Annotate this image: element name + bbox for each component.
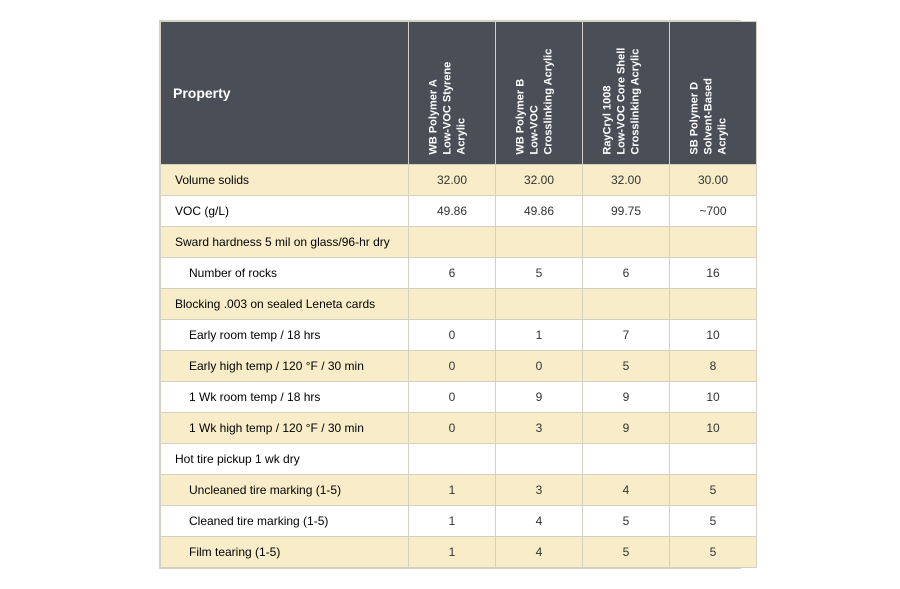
row-label: Sward hardness 5 mil on glass/96-hr dry	[161, 227, 409, 258]
cell-value: 5	[670, 475, 757, 506]
cell-value	[409, 227, 496, 258]
cell-value	[409, 444, 496, 475]
row-label: Hot tire pickup 1 wk dry	[161, 444, 409, 475]
cell-value: 1	[496, 320, 583, 351]
cell-value: ~700	[670, 196, 757, 227]
cell-value	[409, 289, 496, 320]
cell-value: 6	[583, 258, 670, 289]
cell-value: 30.00	[670, 165, 757, 196]
table-row: Uncleaned tire marking (1-5)1345	[161, 475, 757, 506]
cell-value: 32.00	[583, 165, 670, 196]
table-row: Sward hardness 5 mil on glass/96-hr dry	[161, 227, 757, 258]
cell-value	[583, 289, 670, 320]
cell-value: 0	[409, 351, 496, 382]
cell-value: 1	[409, 506, 496, 537]
cell-value: 1	[409, 537, 496, 568]
cell-value: 5	[670, 537, 757, 568]
row-label: 1 Wk room temp / 18 hrs	[161, 382, 409, 413]
table-row: 1 Wk room temp / 18 hrs09910	[161, 382, 757, 413]
table-body: Volume solids32.0032.0032.0030.00VOC (g/…	[161, 165, 757, 568]
cell-value: 4	[496, 506, 583, 537]
data-table: Property WB Polymer A Low-VOC Styrene Ac…	[159, 20, 741, 569]
cell-value: 32.00	[496, 165, 583, 196]
cell-value	[496, 444, 583, 475]
cell-value: 10	[670, 413, 757, 444]
row-label: Early room temp / 18 hrs	[161, 320, 409, 351]
cell-value: 10	[670, 382, 757, 413]
row-label: Uncleaned tire marking (1-5)	[161, 475, 409, 506]
cell-value: 9	[583, 382, 670, 413]
cell-value: 6	[409, 258, 496, 289]
cell-value: 49.86	[496, 196, 583, 227]
col-header-2: RayCryl 1008 Low-VOC Core Shell Crosslin…	[583, 22, 670, 165]
table-row: Cleaned tire marking (1-5)1455	[161, 506, 757, 537]
cell-value: 3	[496, 475, 583, 506]
table-row: Early high temp / 120 °F / 30 min0058	[161, 351, 757, 382]
cell-value: 0	[496, 351, 583, 382]
property-header: Property	[161, 22, 409, 165]
row-label: Film tearing (1-5)	[161, 537, 409, 568]
table-row: Early room temp / 18 hrs01710	[161, 320, 757, 351]
cell-value	[670, 289, 757, 320]
cell-value: 8	[670, 351, 757, 382]
properties-table: Property WB Polymer A Low-VOC Styrene Ac…	[160, 21, 757, 568]
cell-value: 16	[670, 258, 757, 289]
row-label: Volume solids	[161, 165, 409, 196]
table-row: Film tearing (1-5)1455	[161, 537, 757, 568]
cell-value	[583, 227, 670, 258]
cell-value	[670, 444, 757, 475]
cell-value: 5	[583, 537, 670, 568]
cell-value	[670, 227, 757, 258]
table-row: Volume solids32.0032.0032.0030.00	[161, 165, 757, 196]
row-label: Number of rocks	[161, 258, 409, 289]
table-row: Number of rocks65616	[161, 258, 757, 289]
row-label: 1 Wk high temp / 120 °F / 30 min	[161, 413, 409, 444]
cell-value: 5	[670, 506, 757, 537]
cell-value: 10	[670, 320, 757, 351]
cell-value: 5	[583, 506, 670, 537]
table-row: Hot tire pickup 1 wk dry	[161, 444, 757, 475]
header-row: Property WB Polymer A Low-VOC Styrene Ac…	[161, 22, 757, 165]
cell-value: 1	[409, 475, 496, 506]
cell-value: 0	[409, 413, 496, 444]
cell-value: 5	[496, 258, 583, 289]
col-header-3: SB Polymer D Solvent-Based Acrylic	[670, 22, 757, 165]
row-label: VOC (g/L)	[161, 196, 409, 227]
cell-value: 3	[496, 413, 583, 444]
cell-value: 7	[583, 320, 670, 351]
cell-value: 4	[496, 537, 583, 568]
cell-value: 99.75	[583, 196, 670, 227]
cell-value	[496, 227, 583, 258]
cell-value: 9	[496, 382, 583, 413]
cell-value: 9	[583, 413, 670, 444]
col-header-1: WB Polymer B Low-VOC Crosslinking Acryli…	[496, 22, 583, 165]
row-label: Cleaned tire marking (1-5)	[161, 506, 409, 537]
row-label: Early high temp / 120 °F / 30 min	[161, 351, 409, 382]
cell-value: 5	[583, 351, 670, 382]
table-row: Blocking .003 on sealed Leneta cards	[161, 289, 757, 320]
table-row: 1 Wk high temp / 120 °F / 30 min03910	[161, 413, 757, 444]
cell-value: 0	[409, 320, 496, 351]
table-row: VOC (g/L)49.8649.8699.75~700	[161, 196, 757, 227]
cell-value	[496, 289, 583, 320]
cell-value: 49.86	[409, 196, 496, 227]
cell-value	[583, 444, 670, 475]
row-label: Blocking .003 on sealed Leneta cards	[161, 289, 409, 320]
col-header-0: WB Polymer A Low-VOC Styrene Acrylic	[409, 22, 496, 165]
cell-value: 0	[409, 382, 496, 413]
cell-value: 4	[583, 475, 670, 506]
cell-value: 32.00	[409, 165, 496, 196]
